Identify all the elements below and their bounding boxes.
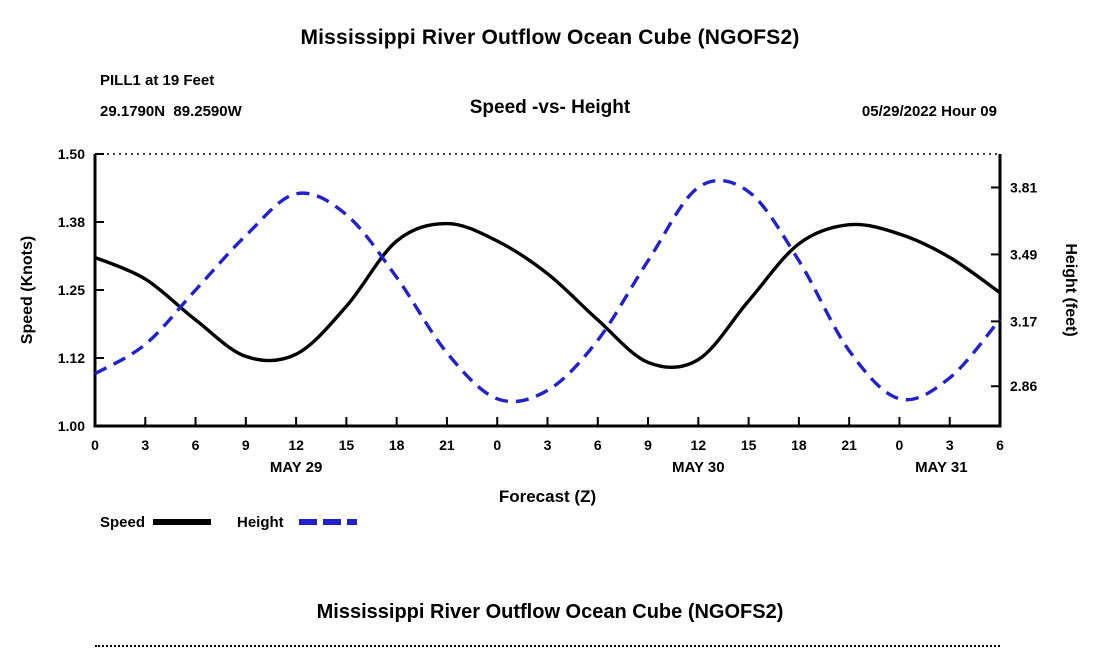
- left-tick-label: 1.38: [58, 214, 85, 230]
- x-tick-label: 18: [389, 437, 405, 453]
- x-tick-label: 0: [91, 437, 99, 453]
- x-tick-label: 15: [339, 437, 355, 453]
- speed-vs-height-plot: 0 3 6 9 12 15 18 21 0 3 6 9 12 15 18 21 0 3 6 MAY 29 MAY 30 M…: [19, 146, 1079, 531]
- right-tick-label: 3.81: [1010, 179, 1037, 195]
- station-label: PILL1 at 19 Feet: [100, 72, 215, 89]
- x-tick-label: 18: [791, 437, 807, 453]
- forecast-datetime: 05/29/2022 Hour 09: [861, 103, 997, 120]
- legend-label-height: Height: [237, 514, 284, 531]
- plot-title: Speed -vs- Height: [469, 97, 631, 118]
- x-tick-label: 6: [996, 437, 1004, 453]
- x-tick-label: 0: [493, 437, 501, 453]
- next-chart-title: Mississippi River Outflow Ocean Cube (NG…: [316, 601, 784, 623]
- x-tick-label: 3: [141, 437, 149, 453]
- right-tick-label: 2.86: [1010, 378, 1037, 394]
- x-tick-label: 9: [242, 437, 250, 453]
- left-axis-title: Speed (Knots): [19, 236, 36, 344]
- x-tick-label: 0: [896, 437, 904, 453]
- next-plot-top-border: [95, 645, 1000, 647]
- date-label: MAY 29: [270, 459, 323, 476]
- right-tick-label: 3.49: [1010, 246, 1037, 262]
- left-tick-label: 1.50: [58, 146, 85, 162]
- page-title: Mississippi River Outflow Ocean Cube (NG…: [300, 26, 800, 49]
- x-tick-label: 6: [594, 437, 602, 453]
- left-tick-label: 1.12: [58, 350, 85, 366]
- x-tick-label: 21: [439, 437, 455, 453]
- x-tick-label: 6: [192, 437, 200, 453]
- x-tick-label: 12: [691, 437, 707, 453]
- legend-label-speed: Speed: [100, 514, 145, 531]
- right-axis-title: Height (feet): [1062, 243, 1079, 336]
- speed-series-line: [94, 221, 1001, 370]
- x-tick-label: 15: [741, 437, 757, 453]
- height-series-line: [94, 178, 1002, 404]
- x-tick-label: 21: [841, 437, 857, 453]
- left-tick-label: 1.00: [58, 418, 85, 434]
- x-axis-title: Forecast (Z): [499, 487, 596, 506]
- x-tick-label: 3: [946, 437, 954, 453]
- date-label: MAY 31: [915, 459, 968, 476]
- station-coordinates: 29.1790N 89.2590W: [100, 103, 242, 120]
- x-tick-label: 9: [644, 437, 652, 453]
- right-tick-label: 3.17: [1010, 313, 1037, 329]
- x-tick-label: 3: [544, 437, 552, 453]
- x-tick-label: 12: [288, 437, 304, 453]
- left-tick-label: 1.25: [58, 282, 85, 298]
- date-label: MAY 30: [672, 459, 725, 476]
